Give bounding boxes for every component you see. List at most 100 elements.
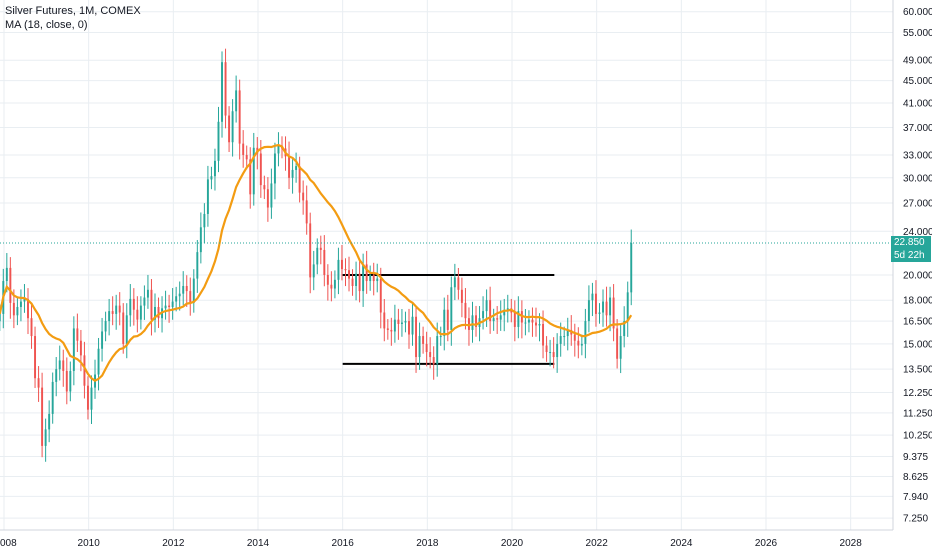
x-tick-label: 2026 — [755, 538, 778, 549]
candle-body — [594, 293, 597, 314]
candle-body — [471, 315, 474, 330]
y-tick-label: 10.250 — [903, 431, 932, 442]
candle-body — [422, 336, 425, 344]
candle-body — [23, 298, 26, 302]
y-tick-label: 16.500 — [903, 317, 932, 328]
candle-body — [228, 115, 231, 143]
candle-body — [527, 319, 530, 323]
candle-body — [609, 297, 612, 316]
price-axis[interactable]: 60.000 55.000 49.000 45.000 41.000 37.000 33.0… — [903, 7, 932, 524]
candle-body — [432, 357, 435, 364]
candle-body — [203, 213, 206, 228]
candle-body — [175, 296, 178, 302]
candle-body — [383, 312, 386, 329]
candle-body — [386, 328, 389, 330]
candle-body — [556, 343, 559, 358]
y-tick-label: 27.000 — [903, 199, 932, 210]
chart-legend: Silver Futures, 1M, COMEX MA (18, close,… — [5, 4, 141, 32]
candle-body — [333, 279, 336, 289]
candle-body — [379, 278, 382, 313]
candle-body — [242, 143, 245, 155]
candle-body — [259, 153, 262, 186]
candle-body — [605, 301, 608, 316]
candle-body — [192, 278, 195, 303]
candle-body — [30, 318, 33, 337]
candle-body — [340, 259, 343, 270]
candle-body — [86, 385, 89, 410]
time-axis[interactable]: 008 2010 2012 2014 2016 2018 2020 2022 2024 2026 2… — [0, 538, 862, 549]
candle-body — [598, 312, 601, 314]
y-tick-label: 11.250 — [903, 408, 932, 419]
x-tick-label: 008 — [0, 538, 17, 549]
candle-body — [118, 305, 121, 313]
moving-average-line — [0, 143, 633, 382]
y-tick-label: 49.000 — [903, 56, 932, 67]
candle-body — [453, 277, 456, 288]
candle-body — [213, 160, 216, 177]
x-tick-label: 2012 — [162, 538, 185, 549]
candle-body — [90, 387, 93, 410]
indicator-label[interactable]: MA (18, close, 0) — [5, 19, 88, 31]
y-tick-label: 60.000 — [903, 7, 932, 18]
candle-body — [210, 176, 213, 180]
candle-body — [506, 308, 509, 310]
candle-body — [411, 316, 414, 335]
candle-body — [337, 259, 340, 280]
candle-body — [577, 340, 580, 346]
candle-body — [146, 289, 149, 298]
x-tick-label: 2016 — [332, 538, 355, 549]
y-tick-label: 30.000 — [903, 173, 932, 184]
candle-body — [125, 315, 128, 344]
candle-body — [154, 306, 156, 320]
candle-body — [298, 166, 301, 193]
candle-body — [16, 306, 19, 316]
candle-body — [326, 274, 329, 285]
candle-body — [415, 316, 418, 358]
candle-body — [365, 264, 368, 282]
candle-body — [559, 336, 562, 344]
x-tick-label: 2028 — [840, 538, 863, 549]
candle-body — [513, 312, 516, 327]
candle-body — [136, 309, 139, 320]
candle-body — [404, 321, 407, 323]
candle-body — [531, 319, 534, 323]
candle-body — [425, 343, 428, 353]
x-tick-label: 2020 — [501, 538, 524, 549]
candle-body — [270, 183, 273, 208]
y-tick-label: 7.250 — [903, 514, 928, 525]
candle-body — [108, 311, 111, 322]
candle-body — [393, 319, 396, 332]
candle-body — [235, 90, 238, 112]
candle-body — [97, 348, 100, 375]
candle-body — [372, 274, 375, 282]
candle-body — [132, 298, 135, 310]
candle-body — [199, 227, 202, 253]
candle-body — [19, 301, 22, 307]
candle-body — [185, 286, 188, 292]
candle-body — [492, 318, 495, 322]
symbol-title[interactable]: Silver Futures, 1M, COMEX — [5, 5, 141, 17]
candle-body — [122, 312, 125, 344]
candle-body — [83, 355, 86, 386]
candle-body — [27, 298, 29, 319]
candle-body — [408, 321, 410, 335]
candle-body — [221, 62, 223, 122]
candle-body — [111, 311, 114, 314]
candle-body — [489, 300, 492, 322]
candle-body — [344, 269, 347, 271]
grid-lines — [0, 0, 893, 530]
candle-body — [115, 305, 118, 314]
candle-body — [5, 267, 8, 282]
y-tick-label: 8.625 — [903, 472, 928, 483]
candle-body — [291, 169, 294, 178]
candle-body — [157, 306, 160, 319]
candle-body — [62, 360, 65, 371]
candle-body — [309, 223, 312, 278]
candle-body — [168, 305, 171, 307]
candle-body — [485, 300, 488, 312]
candle-body — [139, 305, 142, 320]
candle-body — [549, 352, 552, 354]
candle-body — [542, 323, 545, 346]
candle-body — [171, 301, 174, 307]
